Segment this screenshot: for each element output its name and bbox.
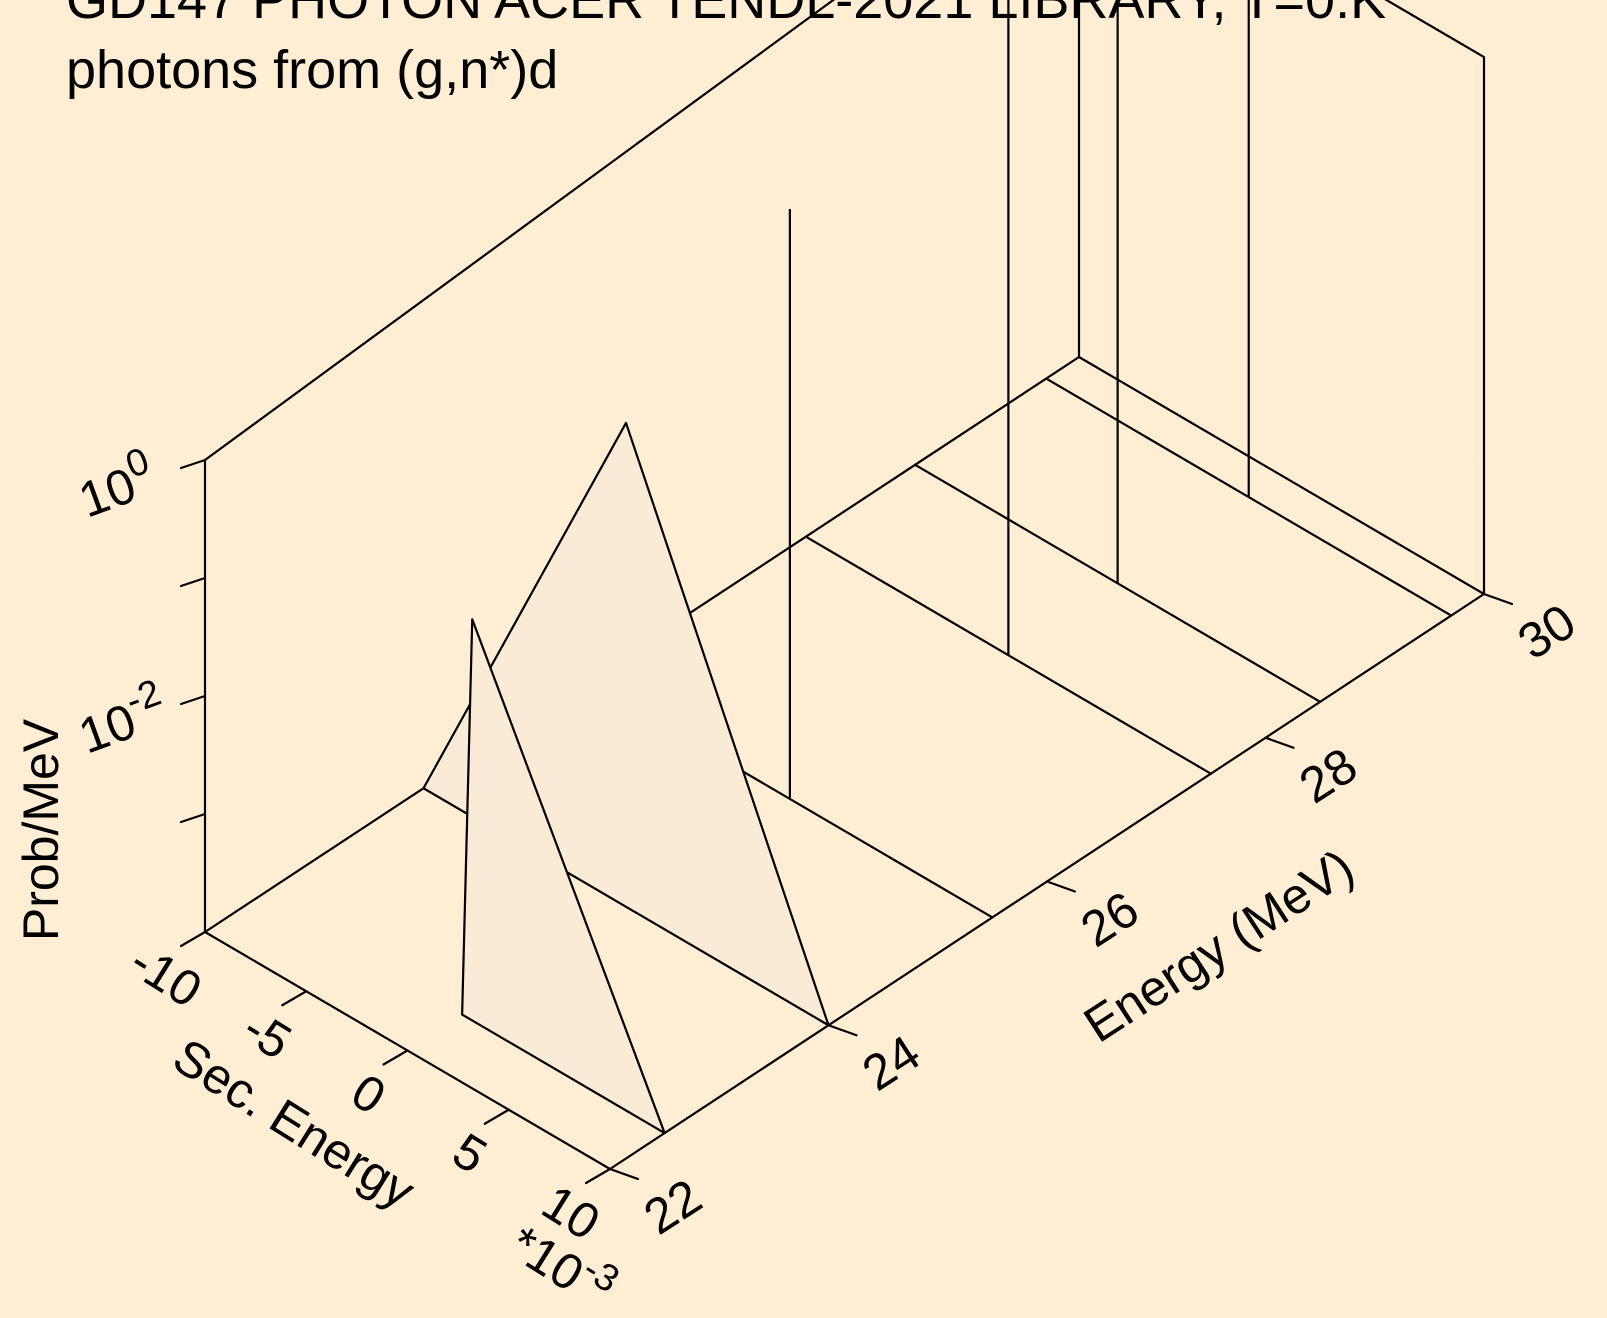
y-tick	[608, 1167, 640, 1181]
triangle-peak	[461, 618, 666, 1135]
x-tick-label: -10	[121, 933, 212, 1019]
back-wall-edge	[203, 0, 1486, 596]
y-tick	[827, 1024, 858, 1037]
x-axis-title: Sec. Energy	[164, 1028, 425, 1220]
z-tick	[179, 458, 207, 470]
z-tick	[179, 694, 207, 706]
z-tick-label: 100	[68, 440, 163, 528]
y-tick-label: 28	[1290, 737, 1367, 814]
x-tick	[483, 1108, 510, 1125]
x-tick	[382, 1049, 409, 1066]
x-tick	[179, 930, 207, 948]
z-minor-tick	[179, 576, 207, 588]
chart-title-line2: photons from (g,n*)d	[66, 40, 558, 100]
x-tick	[584, 1167, 612, 1185]
axes-frame	[179, 0, 1514, 1185]
y-tick-label: 22	[634, 1168, 711, 1245]
x-tick-label: 5	[443, 1122, 496, 1184]
y-tick	[1045, 880, 1077, 893]
plot-marks	[422, 0, 1250, 1135]
y-tick-label: 30	[1508, 593, 1585, 670]
z-tick-exponent: -2	[120, 672, 166, 723]
y-tick-label: 24	[853, 1024, 930, 1101]
x-tick-label: 0	[342, 1063, 395, 1125]
z-tick-exponent: 0	[120, 440, 154, 487]
z-tick-label: 10-2	[68, 672, 175, 765]
z-minor-tick	[179, 812, 207, 824]
back-floor-edge	[1077, 355, 1486, 596]
chart-title-line1: GD147 PHOTON ACER TENDL-2021 LIBRARY, T=…	[66, 0, 1386, 30]
triangle-peak	[422, 421, 830, 1027]
y-tick	[1264, 736, 1295, 749]
y-tick	[1482, 592, 1514, 606]
z-axis-title: Prob/MeV	[13, 718, 69, 941]
x-tick	[281, 990, 308, 1007]
y-tick-label: 26	[1071, 881, 1148, 958]
x-scale-exponent: -3	[575, 1248, 626, 1302]
